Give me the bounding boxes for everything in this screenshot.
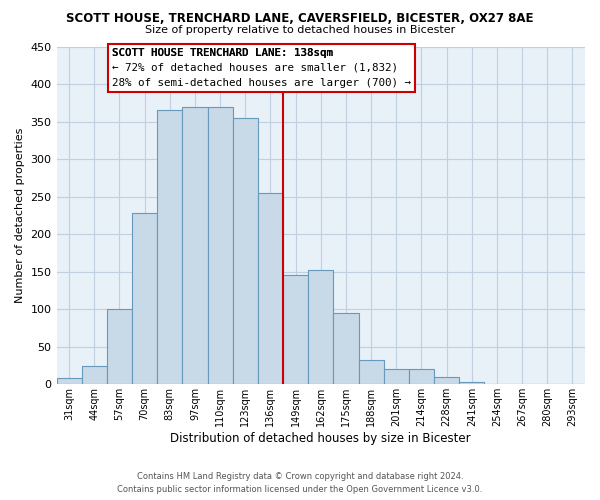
Bar: [182, 106, 208, 384]
Y-axis label: Number of detached properties: Number of detached properties: [15, 128, 25, 303]
Text: SCOTT HOUSE, TRENCHARD LANE, CAVERSFIELD, BICESTER, OX27 8AE: SCOTT HOUSE, TRENCHARD LANE, CAVERSFIELD…: [66, 12, 534, 26]
Bar: [208, 106, 233, 384]
X-axis label: Distribution of detached houses by size in Bicester: Distribution of detached houses by size …: [170, 432, 471, 445]
Bar: [82, 366, 107, 384]
Bar: [107, 309, 132, 384]
Bar: [56, 378, 82, 384]
Bar: [434, 377, 459, 384]
Text: Contains HM Land Registry data © Crown copyright and database right 2024.
Contai: Contains HM Land Registry data © Crown c…: [118, 472, 482, 494]
Bar: [459, 382, 484, 384]
Bar: [334, 313, 359, 384]
Bar: [283, 276, 308, 384]
Bar: [132, 213, 157, 384]
Bar: [409, 368, 434, 384]
Bar: [157, 110, 182, 384]
Bar: [383, 368, 409, 384]
Text: SCOTT HOUSE TRENCHARD LANE: 138sqm
← 72% of detached houses are smaller (1,832)
: SCOTT HOUSE TRENCHARD LANE: 138sqm ← 72%…: [112, 48, 411, 88]
Text: Size of property relative to detached houses in Bicester: Size of property relative to detached ho…: [145, 25, 455, 35]
Bar: [308, 270, 334, 384]
Bar: [359, 360, 383, 384]
Bar: [258, 193, 283, 384]
Bar: [233, 118, 258, 384]
Text: SCOTT HOUSE TRENCHARD LANE: 138sqm: SCOTT HOUSE TRENCHARD LANE: 138sqm: [112, 48, 333, 58]
